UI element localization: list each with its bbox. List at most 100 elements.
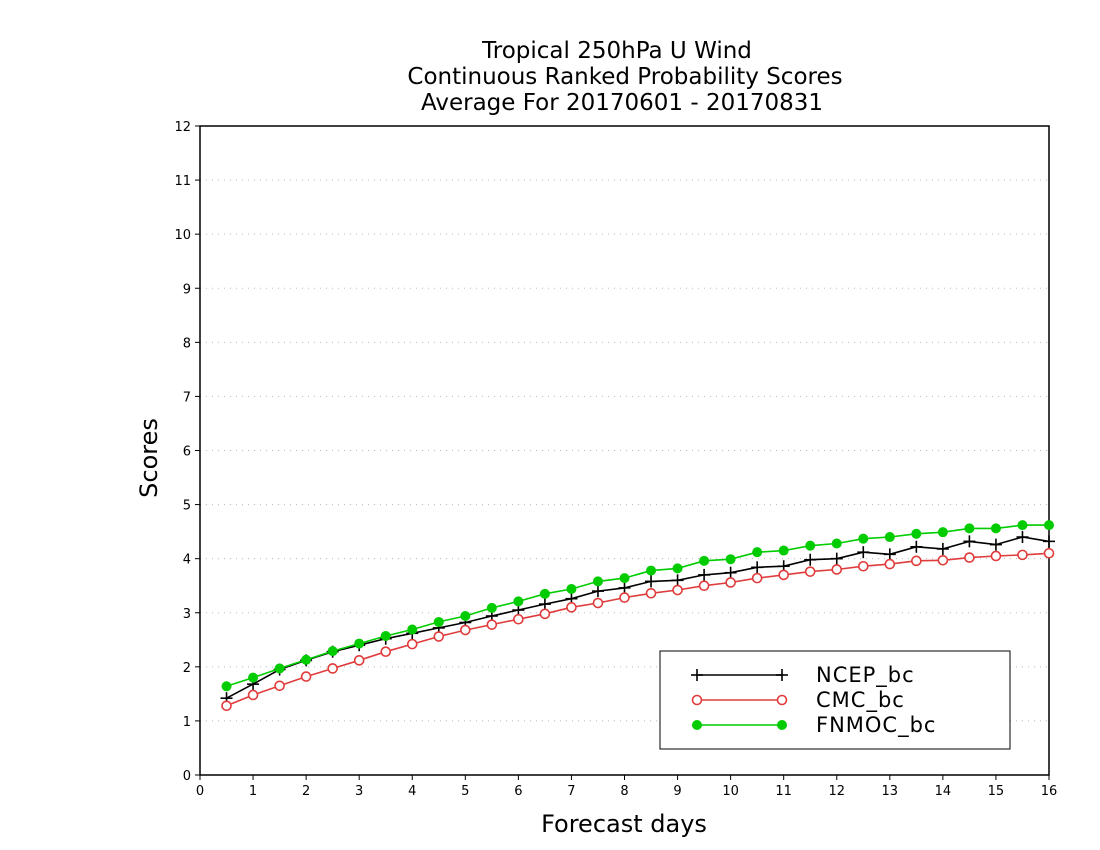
data-point-fnmoc-bc: [539, 588, 550, 599]
data-point-fnmoc-bc: [699, 555, 710, 566]
legend-label: FNMOC_bc: [816, 713, 936, 738]
x-tick-label: 2: [302, 784, 310, 799]
data-point-ncep-bc: [618, 581, 631, 594]
x-tick-label: 6: [514, 784, 522, 799]
x-axis-ticks: 0 1 2 3 4 5 6 7 8 9 10 11 12 13 14 15 16: [196, 775, 1057, 799]
data-point-ncep-bc: [989, 538, 1002, 551]
data-point-fnmoc-bc: [937, 527, 948, 538]
data-point-cmc-bc: [857, 560, 869, 572]
data-point-ncep-bc: [591, 585, 604, 598]
x-tick-label: 9: [673, 784, 681, 799]
data-point-fnmoc-bc: [619, 573, 630, 584]
legend-marker: [776, 669, 788, 681]
data-point-cmc-bc: [300, 671, 312, 682]
x-tick-label: 5: [461, 784, 469, 799]
x-tick-label: 1: [249, 784, 257, 799]
data-point-fnmoc-bc: [380, 631, 391, 642]
data-point-fnmoc-bc: [1044, 520, 1054, 531]
legend-entry-cmc-bc: CMC_bc: [691, 688, 905, 713]
legend-label: NCEP_bc: [816, 663, 915, 688]
data-point-cmc-bc: [1043, 547, 1055, 559]
data-point-cmc-bc: [406, 638, 418, 650]
x-tick-label: 16: [1041, 784, 1058, 799]
data-point-cmc-bc: [539, 608, 551, 620]
legend-label: CMC_bc: [816, 688, 905, 713]
x-tick-label: 8: [620, 784, 628, 799]
y-tick-label: 11: [174, 174, 191, 189]
data-point-fnmoc-bc: [831, 538, 842, 549]
legend-marker: [776, 694, 788, 706]
data-point-cmc-bc: [804, 566, 816, 577]
data-series: [220, 520, 1055, 712]
data-point-cmc-bc: [964, 552, 975, 563]
x-tick-label: 7: [567, 784, 575, 799]
data-point-cmc-bc: [645, 587, 657, 599]
y-tick-label: 0: [183, 769, 191, 784]
data-point-fnmoc-bc: [672, 563, 683, 574]
legend-marker: [691, 694, 703, 706]
data-point-fnmoc-bc: [301, 654, 312, 665]
data-point-fnmoc-bc: [566, 583, 577, 594]
y-tick-label: 10: [174, 228, 191, 243]
data-point-fnmoc-bc: [460, 610, 471, 621]
y-tick-label: 1: [183, 715, 191, 730]
data-point-cmc-bc: [433, 631, 445, 642]
data-point-fnmoc-bc: [990, 523, 1001, 534]
y-tick-label: 5: [183, 499, 191, 514]
data-point-ncep-bc: [936, 542, 949, 555]
data-point-fnmoc-bc: [778, 545, 789, 556]
data-point-cmc-bc: [911, 555, 922, 567]
data-point-ncep-bc: [751, 561, 764, 574]
data-point-fnmoc-bc: [407, 624, 418, 635]
chart-title-line-2: Continuous Ranked Probability Scores: [407, 64, 842, 90]
data-point-fnmoc-bc: [486, 602, 497, 613]
data-point-cmc-bc: [353, 655, 365, 666]
data-point-ncep-bc: [910, 540, 923, 553]
data-point-cmc-bc: [460, 624, 471, 636]
data-point-ncep-bc: [671, 574, 684, 587]
data-point-ncep-bc: [1016, 531, 1029, 544]
data-point-fnmoc-bc: [725, 554, 736, 565]
data-point-ncep-bc: [645, 575, 658, 588]
data-point-fnmoc-bc: [221, 681, 232, 692]
data-point-fnmoc-bc: [964, 523, 975, 534]
chart-title: Tropical 250hPa U Wind Continuous Ranked…: [407, 38, 842, 116]
data-point-cmc-bc: [513, 613, 524, 625]
x-tick-label: 4: [408, 784, 416, 799]
y-tick-label: 4: [183, 553, 191, 568]
data-point-cmc-bc: [672, 584, 683, 596]
data-point-cmc-bc: [725, 577, 736, 588]
data-point-fnmoc-bc: [248, 672, 259, 683]
data-point-cmc-bc: [380, 646, 392, 657]
data-point-cmc-bc: [884, 558, 896, 570]
data-point-cmc-bc: [937, 554, 949, 566]
chart-title-line-3: Average For 20170601 - 20170831: [421, 90, 823, 116]
data-point-ncep-bc: [538, 598, 551, 611]
x-tick-label: 14: [935, 784, 952, 799]
y-tick-label: 2: [183, 661, 191, 676]
data-point-ncep-bc: [883, 548, 896, 561]
data-point-cmc-bc: [751, 572, 763, 584]
y-tick-label: 3: [183, 607, 191, 622]
data-point-cmc-bc: [247, 689, 259, 701]
data-point-fnmoc-bc: [1017, 520, 1028, 531]
data-point-fnmoc-bc: [752, 547, 763, 558]
data-point-fnmoc-bc: [433, 616, 444, 627]
x-axis-title: Forecast days: [541, 810, 707, 838]
data-point-cmc-bc: [778, 569, 789, 581]
data-point-fnmoc-bc: [858, 533, 869, 544]
x-tick-label: 13: [882, 784, 899, 799]
data-point-cmc-bc: [619, 592, 630, 603]
data-point-fnmoc-bc: [805, 540, 816, 551]
data-point-fnmoc-bc: [354, 638, 365, 649]
data-point-ncep-bc: [804, 553, 817, 566]
data-point-ncep-bc: [698, 568, 711, 581]
y-axis-title: Scores: [135, 418, 163, 498]
data-point-ncep-bc: [963, 535, 976, 548]
data-point-fnmoc-bc: [327, 646, 338, 657]
data-point-cmc-bc: [698, 580, 710, 592]
x-tick-label: 10: [722, 784, 739, 799]
